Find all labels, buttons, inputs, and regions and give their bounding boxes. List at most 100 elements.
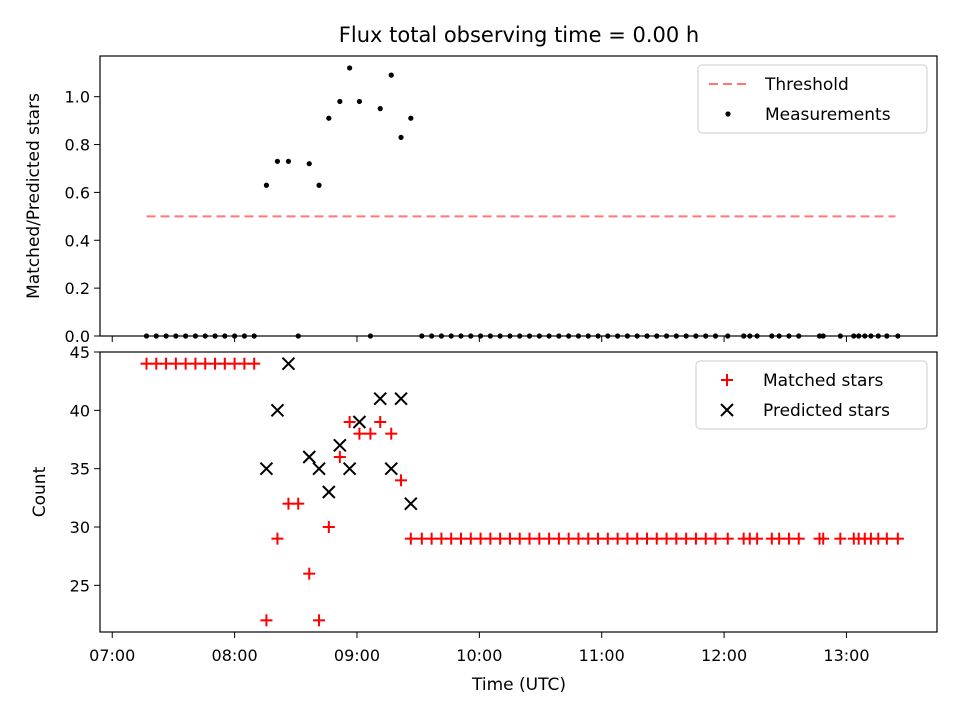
predicted-star-stroke	[259, 461, 274, 476]
measurement-point	[337, 98, 343, 105]
x-tick-label: 08:00	[212, 646, 258, 665]
measurement-point	[212, 333, 218, 339]
measurement-point	[274, 158, 281, 164]
measurement-point	[862, 333, 868, 339]
bottom-y-tick-label: 35	[70, 460, 90, 479]
matched-star-point	[248, 357, 261, 370]
measurement-point	[895, 333, 901, 339]
matched-legend-label: Matched stars	[763, 371, 883, 391]
bottom-y-tick-label: 40	[70, 401, 90, 420]
predicted-star-point	[404, 496, 418, 511]
x-tick-label: 09:00	[334, 646, 380, 665]
top-plot: 0.0 0.2 0.4 0.6 0.8 1.0 Matched/Predicted sta…	[24, 55, 938, 346]
measurement-point	[192, 333, 199, 339]
measurement-point	[448, 333, 454, 339]
measurement-point	[605, 333, 611, 339]
bottom-legend-frame	[695, 360, 928, 430]
measurement-point	[851, 333, 857, 339]
matched-star-point	[880, 532, 893, 545]
measurement-point	[615, 333, 621, 339]
measurement-point	[356, 98, 363, 105]
predicted-star-stroke	[333, 438, 347, 453]
measurement-point	[754, 333, 760, 339]
x-tick-label: 10:00	[456, 646, 502, 665]
measurement-point	[326, 115, 332, 121]
measurement-point	[546, 333, 552, 339]
bottom-plot: 25 30 35 40 45 07:00 08:00 09:00 10:00 11:00 12:0…	[30, 343, 938, 695]
matched-star-point	[817, 532, 830, 545]
bottom-y-tick-label: 25	[70, 576, 90, 595]
measurement-point	[285, 158, 292, 164]
matched-star-points	[140, 357, 904, 627]
measurements-legend-label: Measurements	[765, 105, 891, 125]
predicted-star-stroke	[322, 485, 336, 499]
measurement-point	[306, 161, 312, 167]
x-tick-label: 12:00	[701, 646, 747, 665]
matched-star-point	[322, 521, 335, 533]
predicted-star-point	[352, 415, 367, 429]
measurement-point	[232, 333, 238, 339]
predicted-star-stroke	[404, 496, 418, 511]
measurement-point	[868, 333, 874, 339]
measurement-point	[786, 333, 792, 339]
matched-star-point	[709, 532, 722, 545]
top-y-tick-label: 0.2	[65, 279, 90, 298]
matched-star-point	[395, 474, 408, 487]
measurement-point	[173, 333, 179, 339]
measurement-point	[377, 106, 383, 112]
measurement-point	[624, 333, 631, 339]
matched-star-point	[271, 532, 284, 545]
matched-star-point	[364, 427, 377, 440]
predicted-star-stroke	[281, 356, 296, 371]
predicted-star-point	[322, 485, 336, 499]
measurement-point	[507, 333, 513, 339]
measurement-point	[683, 333, 689, 339]
measurement-point	[837, 333, 843, 339]
bottom-legend: Matched stars Predicted stars	[695, 360, 928, 430]
matched-star-point	[313, 614, 326, 627]
bottom-y-tick-label: 45	[70, 343, 90, 362]
x-tick-label: 13:00	[823, 646, 869, 665]
predicted-legend-swatch	[720, 403, 734, 417]
measurement-point	[468, 333, 474, 339]
predicted-star-point	[384, 461, 398, 476]
measurement-point	[769, 333, 775, 339]
bottom-y-axis: 25 30 35 40 45	[70, 343, 100, 595]
measurement-point	[163, 333, 169, 339]
measurement-point	[741, 333, 747, 339]
measurement-point	[263, 182, 270, 188]
matched-legend-swatch	[721, 374, 733, 386]
measurement-point	[634, 333, 640, 339]
measurement-point	[654, 333, 660, 339]
measurement-point	[820, 333, 826, 339]
measurement-point	[183, 333, 189, 339]
matched-star-point	[792, 532, 805, 545]
predicted-star-point	[281, 356, 296, 371]
top-y-tick-label: 0.4	[65, 231, 90, 250]
measurement-point	[419, 333, 425, 339]
predicted-star-point	[373, 391, 387, 406]
measurement-point	[875, 333, 881, 339]
measurement-point	[856, 333, 862, 339]
matched-star-point	[292, 497, 305, 510]
measurement-point	[367, 333, 374, 339]
matched-star-point	[404, 532, 417, 545]
predicted-star-stroke	[384, 461, 398, 476]
matched-star-point	[891, 532, 904, 545]
measurement-point	[222, 333, 228, 339]
bottom-plot-frame	[99, 351, 938, 633]
measurement-point	[566, 333, 572, 339]
predicted-star-point	[302, 450, 316, 464]
measurement-point	[316, 182, 322, 188]
threshold-legend-label: Threshold	[764, 75, 849, 95]
matched-star-point	[374, 416, 387, 428]
top-y-tick-label: 0.0	[65, 327, 90, 346]
predicted-star-stroke	[352, 415, 367, 429]
bottom-y-tick-label: 30	[70, 518, 90, 537]
measurement-points	[143, 65, 901, 339]
measurement-point	[497, 333, 503, 339]
measurement-point	[595, 333, 601, 339]
matched-star-point	[260, 614, 273, 627]
matched-star-point	[834, 532, 847, 545]
top-y-tick-label: 1.0	[65, 88, 90, 107]
